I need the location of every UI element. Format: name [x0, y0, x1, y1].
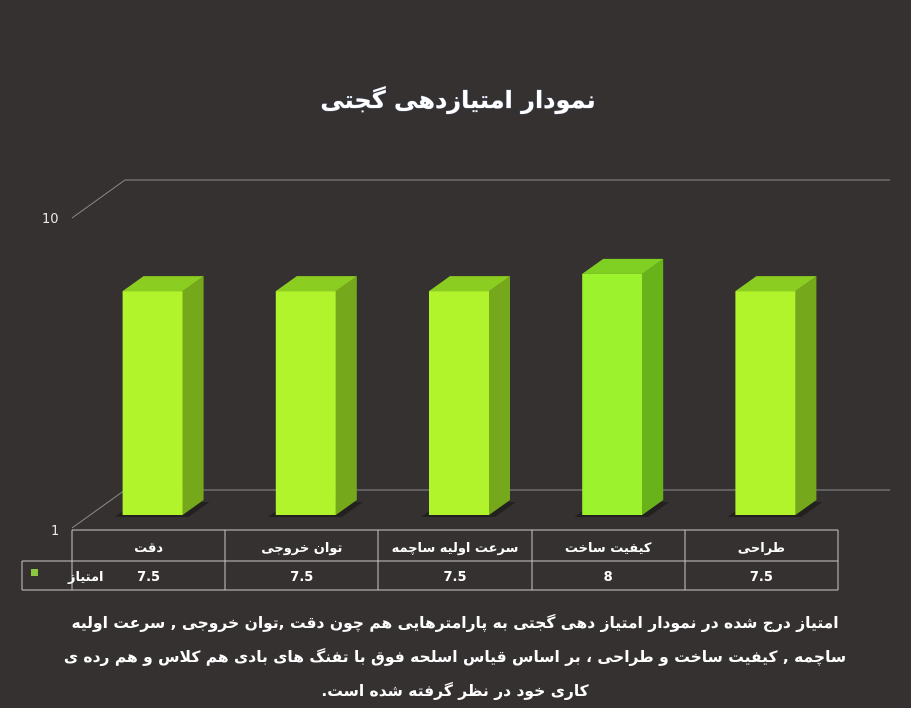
bars-group — [114, 258, 823, 517]
value-label: 7.5 — [290, 570, 313, 585]
value-label: 7.5 — [750, 570, 773, 585]
series-name-label: امتیاز — [67, 570, 103, 585]
gridline-top-depth — [71, 179, 126, 219]
data-table: امتیاز دقت 7.5 توان خروجی 7.5 سرعت اولیه ساچ… — [21, 529, 839, 591]
y-tick-label-max: 10 — [42, 212, 59, 227]
category-label: دقت — [134, 541, 163, 556]
bar-3 — [421, 276, 516, 517]
category-label: کیفیت ساخت — [565, 541, 652, 556]
chart-title: نمودار امتیازدهی گجتی — [320, 86, 595, 114]
category-label: توان خروجی — [261, 541, 342, 556]
bar-2 — [267, 276, 363, 517]
value-label: 8 — [604, 570, 613, 585]
value-label: 7.5 — [443, 570, 466, 585]
bar-4 — [574, 258, 670, 517]
value-label: 7.5 — [137, 570, 160, 585]
bar-5 — [727, 276, 823, 517]
category-label: طراحی — [738, 541, 785, 556]
y-tick-label-min: 1 — [51, 524, 59, 539]
description-text: امتیاز درج شده در نمودار امتیاز دهی گجتی… — [63, 614, 847, 700]
legend-marker — [31, 569, 38, 576]
category-label: سرعت اولیه ساچمه — [392, 541, 519, 556]
floor-depth-line — [71, 489, 126, 529]
bar-1 — [114, 276, 210, 517]
